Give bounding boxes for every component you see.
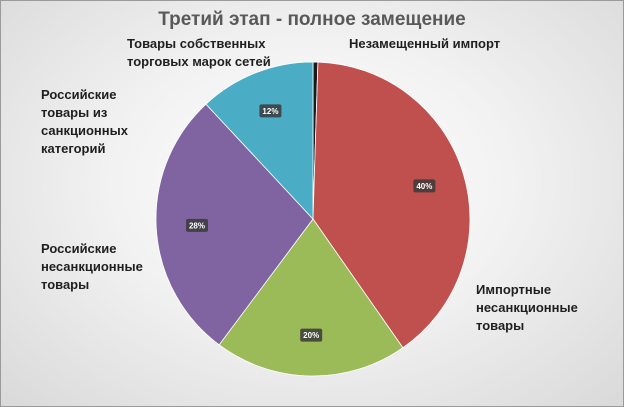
data-label-text: 12%	[262, 107, 278, 116]
data-label-box	[413, 179, 436, 193]
data-label-text: 20%	[303, 331, 319, 340]
data-label-box	[259, 104, 282, 118]
data-label-text: 40%	[416, 182, 432, 191]
data-label-1: 40%	[413, 179, 436, 193]
category-label-unreplaced-import: Незамещенный импорт	[349, 36, 501, 51]
data-label-box	[300, 328, 323, 342]
category-label-import-non-sanctioned: Импортные несанкционные товары	[476, 282, 578, 333]
pie-slice-3	[155, 103, 314, 346]
data-label-3: 28%	[185, 218, 208, 232]
category-label-russian-sanctioned-categories: Российские товары из санкционных категор…	[41, 87, 128, 156]
data-label-2: 20%	[300, 328, 323, 342]
data-label-box	[185, 218, 208, 232]
category-label-russian-non-sanctioned: Российские несанкционные товары	[41, 241, 143, 292]
pie-slice-1	[312, 61, 471, 349]
chart-title: Третий этап - полное замещение	[158, 9, 466, 30]
data-label-5: 12%	[259, 104, 282, 118]
pie-slice-2	[218, 218, 404, 377]
category-label-private-label: Товары собственных торговых марок сетей	[127, 36, 271, 69]
pie-slice-5	[205, 61, 314, 221]
data-label-text: 28%	[189, 221, 205, 230]
